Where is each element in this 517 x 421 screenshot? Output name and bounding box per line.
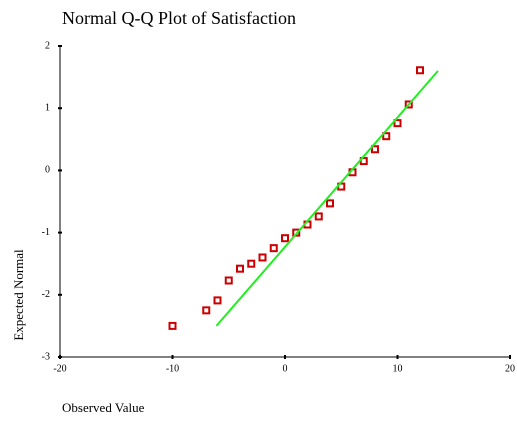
point [168, 321, 177, 330]
point [281, 234, 289, 243]
point [326, 199, 334, 208]
x-tick-label: -20 [53, 363, 66, 374]
point [202, 306, 211, 315]
chart-title: Normal Q-Q Plot of Satisfaction [62, 8, 296, 28]
point [404, 100, 413, 109]
y-tick-label: -1 [42, 227, 50, 238]
x-tick-label: 20 [505, 363, 515, 374]
y-tick-label: 0 [45, 165, 50, 176]
point [236, 264, 244, 273]
y-axis-label: Expected Normal [11, 249, 26, 341]
x-tick-label: -10 [166, 363, 179, 374]
point [416, 66, 424, 75]
point [247, 259, 256, 268]
point [269, 244, 278, 253]
point [393, 119, 402, 128]
point [258, 253, 267, 262]
point [371, 145, 379, 154]
y-tick-label: -3 [42, 351, 50, 362]
x-axis-label: Observed Value [62, 400, 145, 415]
y-tick-label: 1 [45, 102, 50, 113]
y-tick-label: 2 [45, 40, 50, 51]
x-tick-label: 10 [393, 363, 403, 374]
x-tick-label: 0 [283, 363, 288, 374]
y-tick-label: -2 [42, 289, 50, 300]
point [314, 212, 323, 221]
point [382, 132, 391, 141]
point [292, 228, 301, 237]
point [224, 276, 233, 285]
point [213, 296, 222, 305]
fit-line [215, 70, 439, 327]
